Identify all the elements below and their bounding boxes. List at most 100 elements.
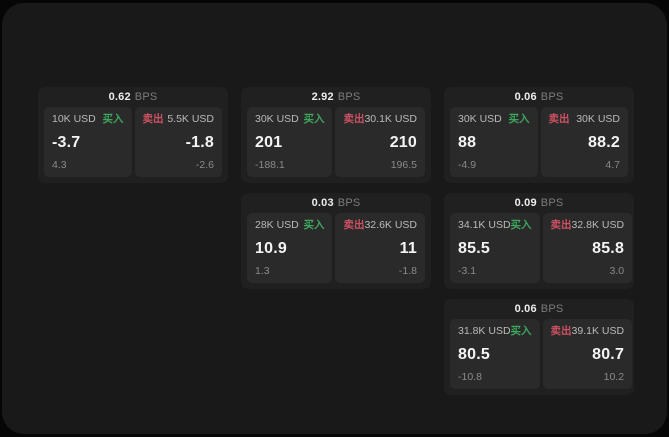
sell-price: -1.8 [185, 133, 214, 151]
buy-panel[interactable]: 30K USD 买入 88 -4.9 [450, 107, 538, 177]
buy-panel-top: 30K USD 买入 [255, 113, 324, 126]
buy-panel[interactable]: 31.8K USD 买入 80.5 -10.8 [450, 319, 540, 389]
buy-panel[interactable]: 10K USD 买入 -3.7 4.3 [44, 107, 132, 177]
quote-panels: 31.8K USD 买入 80.5 -10.8 卖出 39.1K USD 80.… [450, 319, 633, 389]
quote-panels: 30K USD 买入 88 -4.9 卖出 30K USD 88.2 4.7 [450, 107, 628, 177]
buy-side-label: 买入 [510, 325, 532, 337]
sell-panel-top: 卖出 32.6K USD [343, 219, 417, 232]
buy-amount: 31.8K USD [458, 325, 511, 337]
buy-amount: 34.1K USD [458, 219, 511, 231]
sell-panel[interactable]: 卖出 39.1K USD 80.7 10.2 [542, 319, 633, 389]
buy-sub-value: -4.9 [458, 159, 477, 171]
sell-amount: 39.1K USD [571, 325, 625, 337]
sell-panel-top: 卖出 30K USD [549, 113, 621, 126]
buy-sub-value: -3.1 [458, 265, 477, 277]
bps-unit: BPS [337, 197, 361, 209]
bps-unit: BPS [540, 303, 564, 315]
sell-panel-top: 卖出 32.8K USD [551, 219, 625, 232]
bps-unit: BPS [540, 91, 564, 103]
buy-panel[interactable]: 30K USD 买入 201 -188.1 [247, 107, 333, 177]
sell-panel[interactable]: 卖出 30K USD 88.2 4.7 [540, 107, 628, 177]
sell-panel-top: 卖出 30.1K USD [343, 113, 417, 126]
quote-panels: 28K USD 买入 10.9 1.3 卖出 32.6K USD 11 -1.8 [247, 213, 425, 283]
quote-panels: 30K USD 买入 201 -188.1 卖出 30.1K USD 210 1… [247, 107, 425, 177]
bps-value: 0.03 [311, 197, 334, 209]
buy-price: 10.9 [255, 239, 287, 257]
buy-price: 80.5 [458, 345, 490, 363]
sell-side-label: 卖出 [142, 113, 164, 125]
card-header: 0.09 BPS [450, 193, 628, 213]
sell-amount: 30.1K USD [364, 113, 417, 125]
sell-amount: 30K USD [576, 113, 620, 125]
bps-unit: BPS [337, 91, 361, 103]
card-header: 0.06 BPS [450, 87, 628, 107]
sell-side-label: 卖出 [343, 113, 365, 125]
card-header: 0.03 BPS [247, 193, 425, 213]
sell-amount: 5.5K USD [167, 113, 214, 125]
buy-price: 88 [458, 133, 477, 151]
sell-price: 210 [389, 133, 417, 151]
sell-sub-value: 196.5 [390, 159, 417, 171]
buy-side-label: 买入 [102, 113, 124, 125]
sell-sub-value: -2.6 [195, 159, 214, 171]
bps-unit: BPS [134, 91, 158, 103]
buy-amount: 28K USD [255, 219, 299, 231]
buy-amount: 30K USD [255, 113, 299, 125]
sell-panel[interactable]: 卖出 32.6K USD 11 -1.8 [335, 213, 425, 283]
bps-value: 0.09 [514, 197, 537, 209]
sell-panel[interactable]: 卖出 5.5K USD -1.8 -2.6 [134, 107, 222, 177]
sell-panel-top: 卖出 39.1K USD [551, 325, 625, 338]
buy-side-label: 买入 [303, 219, 325, 231]
buy-sub-value: -10.8 [458, 371, 482, 383]
quote-panels: 10K USD 买入 -3.7 4.3 卖出 5.5K USD -1.8 -2.… [44, 107, 222, 177]
buy-amount: 10K USD [52, 113, 96, 125]
sell-side-label: 卖出 [343, 219, 365, 231]
sell-price: 85.8 [592, 239, 625, 257]
quote-card: 0.09 BPS 34.1K USD 买入 85.5 -3.1 卖出 32.8K… [444, 193, 634, 289]
buy-panel[interactable]: 28K USD 买入 10.9 1.3 [247, 213, 333, 283]
buy-side-label: 买入 [303, 113, 325, 125]
bps-value: 2.92 [311, 91, 334, 103]
sell-price: 80.7 [592, 345, 625, 363]
buy-sub-value: 1.3 [255, 265, 270, 277]
app-window: 0.62 BPS 10K USD 买入 -3.7 4.3 卖出 5.5K USD [2, 3, 667, 434]
sell-panel[interactable]: 卖出 32.8K USD 85.8 3.0 [542, 213, 633, 283]
sell-panel[interactable]: 卖出 30.1K USD 210 196.5 [335, 107, 425, 177]
sell-sub-value: -1.8 [398, 265, 417, 277]
quote-card: 0.06 BPS 31.8K USD 买入 80.5 -10.8 卖出 39.1… [444, 299, 634, 395]
buy-sub-value: -188.1 [255, 159, 285, 171]
card-header: 0.62 BPS [44, 87, 222, 107]
buy-panel-top: 10K USD 买入 [52, 113, 124, 126]
sell-sub-value: 3.0 [609, 265, 625, 277]
bps-value: 0.62 [108, 91, 131, 103]
card-header: 2.92 BPS [247, 87, 425, 107]
sell-amount: 32.6K USD [364, 219, 417, 231]
bps-value: 0.06 [514, 303, 537, 315]
sell-price: 11 [399, 239, 417, 257]
buy-panel-top: 31.8K USD 买入 [458, 325, 532, 338]
sell-side-label: 卖出 [548, 113, 570, 125]
buy-sub-value: 4.3 [52, 159, 67, 171]
sell-price: 88.2 [588, 133, 620, 151]
buy-panel-top: 30K USD 买入 [458, 113, 530, 126]
quote-card: 0.03 BPS 28K USD 买入 10.9 1.3 卖出 32.6K US… [241, 193, 431, 289]
sell-sub-value: 4.7 [605, 159, 620, 171]
sell-side-label: 卖出 [550, 219, 572, 231]
buy-panel[interactable]: 34.1K USD 买入 85.5 -3.1 [450, 213, 540, 283]
card-header: 0.06 BPS [450, 299, 628, 319]
buy-amount: 30K USD [458, 113, 502, 125]
buy-panel-top: 34.1K USD 买入 [458, 219, 532, 232]
buy-panel-top: 28K USD 买入 [255, 219, 324, 232]
sell-panel-top: 卖出 5.5K USD [143, 113, 215, 126]
bps-value: 0.06 [514, 91, 537, 103]
sell-amount: 32.8K USD [571, 219, 625, 231]
sell-sub-value: 10.2 [603, 371, 625, 383]
quote-card: 2.92 BPS 30K USD 买入 201 -188.1 卖出 30.1K … [241, 87, 431, 183]
buy-price: 85.5 [458, 239, 490, 257]
bps-unit: BPS [540, 197, 564, 209]
buy-side-label: 买入 [508, 113, 530, 125]
buy-price: -3.7 [52, 133, 81, 151]
sell-side-label: 卖出 [550, 325, 572, 337]
buy-price: 201 [255, 133, 283, 151]
